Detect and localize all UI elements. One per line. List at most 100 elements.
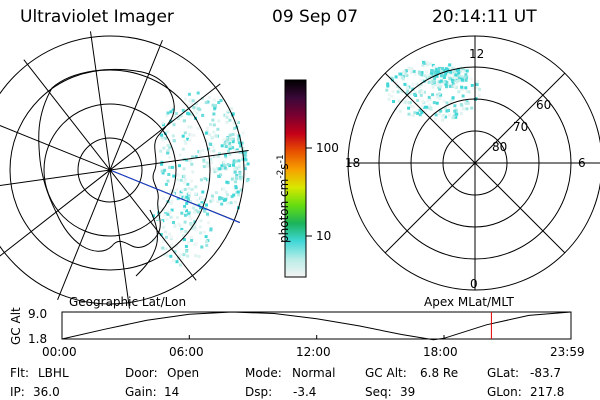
aurora-right-pixel-7 bbox=[448, 113, 451, 117]
aurora-right-pixel-150 bbox=[428, 62, 432, 66]
aurora-right-pixel-72 bbox=[454, 86, 458, 89]
aurora-right-pixel-196 bbox=[394, 75, 398, 79]
aurora-left-core-60 bbox=[243, 153, 247, 156]
aurora-right-pixel-43 bbox=[461, 87, 465, 91]
aurora-right-core-13 bbox=[463, 75, 467, 79]
aurora-left-fringe-108 bbox=[206, 212, 209, 216]
aurora-left-pixel-204 bbox=[160, 162, 164, 166]
mode-value: Normal bbox=[292, 366, 336, 380]
aurora-right-pixel-185 bbox=[476, 79, 480, 83]
aurora-left-pixel-59 bbox=[229, 136, 233, 140]
aurora-right-pixel-157 bbox=[405, 84, 409, 88]
aurora-right-pixel-55 bbox=[465, 107, 469, 111]
altitude-x-ticks bbox=[61, 335, 572, 339]
aurora-left-fringe-82 bbox=[173, 250, 177, 254]
aurora-right-pixel-232 bbox=[426, 99, 430, 103]
aurora-left-pixel-29 bbox=[239, 178, 243, 182]
aurora-left-pixel-194 bbox=[224, 145, 228, 149]
aurora-right-pixel-178 bbox=[419, 82, 423, 86]
color-bar-gradient bbox=[284, 79, 307, 278]
aurora-left-fringe-18 bbox=[187, 211, 191, 215]
aurora-left-pixel-87 bbox=[211, 103, 215, 107]
aurora-left-fringe-136 bbox=[174, 244, 178, 248]
aurora-left-pixel-198 bbox=[207, 96, 211, 99]
aurora-left-fringe-121 bbox=[182, 207, 186, 211]
aurora-right-pixel-168 bbox=[451, 73, 455, 77]
dsp-value: -3.4 bbox=[293, 385, 317, 399]
aurora-left-fringe-64 bbox=[162, 196, 166, 200]
aurora-left-pixel-172 bbox=[205, 161, 209, 165]
aurora-left-pixel-104 bbox=[211, 135, 214, 139]
aurora-left-pixel-125 bbox=[241, 131, 245, 135]
aurora-left-pixel-120 bbox=[204, 131, 208, 135]
altitude-ylabel: GC Alt bbox=[9, 307, 23, 345]
aurora-left-pixel-108 bbox=[235, 133, 239, 137]
aurora-left-pixel-171 bbox=[183, 181, 187, 184]
aurora-right-core-52 bbox=[435, 74, 439, 78]
geographic-pole-point bbox=[108, 168, 112, 172]
aurora-right-core-66 bbox=[446, 68, 450, 72]
aurora-left-pixel-121 bbox=[159, 149, 163, 153]
aurora-left-pixel-155 bbox=[221, 197, 225, 201]
aurora-left-pixel-72 bbox=[165, 114, 169, 118]
aurora-right-pixel-125 bbox=[386, 82, 390, 86]
aurora-left-pixel-247 bbox=[163, 168, 167, 172]
aurora-left-fringe-114 bbox=[182, 238, 186, 241]
aurora-left-fringe-85 bbox=[169, 236, 173, 240]
aurora-left-pixel-232 bbox=[228, 118, 232, 122]
aurora-right-core-54 bbox=[453, 84, 457, 88]
aurora-left-core-80 bbox=[238, 172, 242, 176]
aurora-left-fringe-134 bbox=[185, 249, 188, 253]
altitude-xtick-1800: 18:00 bbox=[423, 345, 458, 359]
aurora-left-fringe-128 bbox=[169, 215, 173, 219]
aurora-left-core-87 bbox=[245, 179, 249, 183]
aurora-left-core-64 bbox=[233, 167, 237, 171]
aurora-right-pixel-149 bbox=[386, 84, 390, 88]
aurora-left-core-52 bbox=[229, 201, 233, 205]
glon-value: 217.8 bbox=[530, 385, 565, 399]
aurora-left-fringe-20 bbox=[187, 212, 191, 216]
aurora-right-pixel-128 bbox=[426, 63, 429, 67]
aurora-left-fringe-130 bbox=[194, 254, 198, 258]
aurora-right-pixel-181 bbox=[475, 82, 479, 86]
aurora-right-pixel-37 bbox=[453, 71, 456, 74]
aurora-left-core-48 bbox=[226, 201, 230, 205]
aurora-left-fringe-62 bbox=[185, 209, 188, 213]
altitude-plot-frame bbox=[61, 311, 572, 340]
mode-label: Mode: bbox=[245, 366, 282, 380]
aurora-left-fringe-132 bbox=[186, 240, 190, 244]
aurora-right-pixel-50 bbox=[405, 69, 408, 73]
aurora-left-pixel-259 bbox=[168, 165, 172, 169]
aurora-left-core-3 bbox=[223, 164, 227, 168]
aurora-left-pixel-42 bbox=[166, 130, 169, 134]
aurora-left-pixel-190 bbox=[187, 92, 191, 96]
aurora-left-fringe-116 bbox=[199, 219, 203, 223]
aurora-left-pixel-205 bbox=[183, 119, 186, 123]
aurora-right-pixel-61 bbox=[420, 73, 424, 77]
aurora-right-core-24 bbox=[454, 75, 458, 79]
aurora-right-pixel-1 bbox=[465, 69, 469, 73]
aurora-right-core-65 bbox=[437, 68, 441, 71]
aurora-left-fringe-81 bbox=[198, 225, 202, 229]
aurora-left-pixel-236 bbox=[215, 169, 219, 173]
aurora-left-core-58 bbox=[235, 150, 239, 153]
aurora-right-pixel-182 bbox=[419, 78, 423, 82]
aurora-left-fringe-97 bbox=[183, 213, 187, 217]
aurora-left-pixel-258 bbox=[212, 98, 216, 102]
instrument-title: Ultraviolet Imager bbox=[20, 7, 174, 27]
aurora-left-fringe-26 bbox=[170, 243, 174, 247]
aurora-left-core-13 bbox=[212, 167, 216, 171]
aurora-right-pixel-110 bbox=[422, 90, 426, 94]
color-bar bbox=[284, 79, 312, 278]
aurora-left-core-71 bbox=[222, 198, 226, 202]
aurora-right-pixel-228 bbox=[453, 109, 457, 113]
aurora-left-core-44 bbox=[223, 142, 227, 146]
aurora-left-pixel-188 bbox=[196, 107, 200, 111]
aurora-left-core-79 bbox=[228, 144, 232, 148]
color-bar-ticks bbox=[306, 147, 312, 237]
aurora-left-pixel-94 bbox=[176, 197, 180, 201]
aurora-right-core-40 bbox=[428, 76, 432, 80]
aurora-right-core-64 bbox=[452, 75, 456, 79]
aurora-left-pixel-213 bbox=[243, 164, 247, 168]
aurora-left-pixel-233 bbox=[212, 123, 216, 127]
